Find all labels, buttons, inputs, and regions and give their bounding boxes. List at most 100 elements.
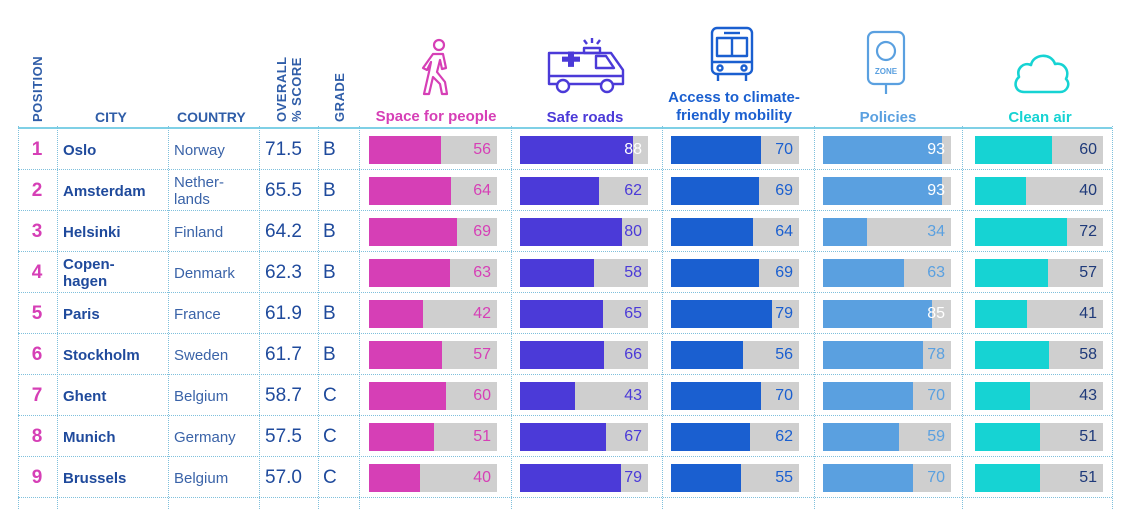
row-divider: [18, 251, 1112, 252]
bar-value-roads: 62: [624, 182, 642, 199]
bar-fill-roads: [520, 177, 600, 205]
grade-header: GRADE: [332, 72, 347, 122]
bar-mobility: 70: [671, 382, 799, 410]
bar-value-mobility: 56: [775, 346, 793, 363]
bar-value-space: 40: [473, 469, 491, 486]
category-label-space: Space for people: [375, 108, 497, 125]
bar-value-space: 51: [473, 428, 491, 445]
bar-fill-policies: [823, 464, 913, 492]
grade-cell: C: [323, 467, 337, 488]
country-cell-line2: lands: [174, 191, 210, 208]
bar-fill-air: [975, 423, 1041, 451]
column-divider: [168, 126, 169, 509]
bar-roads: 79: [520, 464, 648, 492]
bar-mobility: 62: [671, 423, 799, 451]
row-divider: [18, 333, 1112, 334]
column-divider: [57, 126, 58, 509]
score-header-line1: OVERALL: [274, 56, 289, 122]
category-label-roads: Safe roads: [546, 109, 624, 126]
city-cell: Brussels: [63, 470, 127, 487]
grade-cell: C: [323, 385, 337, 406]
bar-value-policies: 34: [927, 223, 945, 240]
bar-mobility: 79: [671, 300, 799, 328]
bar-value-roads: 80: [624, 223, 642, 240]
bar-fill-policies: [823, 341, 923, 369]
city-header: CITY: [95, 109, 127, 125]
bar-value-air: 72: [1079, 223, 1097, 240]
bar-value-roads: 43: [624, 387, 642, 404]
score-cell: 61.9: [265, 303, 302, 324]
bar-air: 40: [975, 177, 1103, 205]
bar-fill-policies: [823, 300, 932, 328]
bar-fill-roads: [520, 341, 605, 369]
bar-value-policies: 70: [927, 387, 945, 404]
score-cell: 57.5: [265, 426, 302, 447]
row-divider: [18, 210, 1112, 211]
grade-cell: B: [323, 139, 336, 160]
bar-value-air: 57: [1079, 264, 1097, 281]
bar-fill-mobility: [671, 464, 742, 492]
bar-fill-air: [975, 218, 1068, 246]
bar-value-roads: 88: [624, 141, 642, 158]
bar-fill-mobility: [671, 341, 743, 369]
row-divider: [18, 169, 1112, 170]
bar-fill-space: [369, 382, 446, 410]
grade-cell: B: [323, 344, 336, 365]
country-cell: Denmark: [174, 265, 235, 282]
bar-fill-policies: [823, 177, 943, 205]
bar-fill-roads: [520, 259, 595, 287]
bar-fill-roads: [520, 136, 633, 164]
bar-air: 58: [975, 341, 1103, 369]
bar-fill-space: [369, 341, 442, 369]
bar-fill-policies: [823, 218, 867, 246]
bar-air: 51: [975, 423, 1103, 451]
bar-fill-mobility: [671, 382, 761, 410]
bus-icon: [710, 26, 754, 81]
row-divider: [18, 456, 1112, 457]
city-cell-line2: hagen: [63, 273, 108, 290]
bar-air: 57: [975, 259, 1103, 287]
score-cell: 57.0: [265, 467, 302, 488]
bar-fill-space: [369, 300, 423, 328]
bar-value-mobility: 79: [775, 305, 793, 322]
bar-policies: 93: [823, 177, 951, 205]
country-cell: Belgium: [174, 470, 229, 487]
table-row: 9 Brussels Belgium 57.0 C 40 79 55 70 51: [0, 458, 1132, 499]
country-cell: Nether-: [174, 174, 225, 191]
position-cell: 4: [31, 262, 43, 283]
row-divider: [18, 415, 1112, 416]
bar-fill-mobility: [671, 177, 760, 205]
bar-value-mobility: 70: [775, 141, 793, 158]
position-cell: 2: [31, 180, 43, 201]
bar-fill-roads: [520, 300, 604, 328]
bar-roads: 43: [520, 382, 648, 410]
bar-roads: 80: [520, 218, 648, 246]
bar-fill-space: [369, 218, 458, 246]
country-cell: Norway: [174, 142, 225, 159]
position-header: POSITION: [30, 55, 45, 122]
bar-fill-roads: [520, 423, 606, 451]
city-cell: Amsterdam: [63, 183, 146, 200]
bar-value-air: 43: [1079, 387, 1097, 404]
bar-space: 63: [369, 259, 497, 287]
row-divider: [18, 497, 1112, 498]
bar-space: 60: [369, 382, 497, 410]
column-divider: [359, 126, 360, 509]
grade-cell: B: [323, 221, 336, 242]
column-divider: [1112, 126, 1113, 509]
bar-value-roads: 66: [624, 346, 642, 363]
table-row: 8 Munich Germany 57.5 C 51 67 62 59 51: [0, 417, 1132, 458]
row-divider: [18, 292, 1112, 293]
bar-mobility: 69: [671, 177, 799, 205]
bar-mobility: 70: [671, 136, 799, 164]
city-cell: Munich: [63, 429, 116, 446]
bar-value-space: 42: [473, 305, 491, 322]
bar-policies: 70: [823, 464, 951, 492]
zone-sign-text: ZONE: [875, 67, 898, 76]
bar-policies: 34: [823, 218, 951, 246]
bar-space: 51: [369, 423, 497, 451]
position-cell: 1: [31, 139, 43, 160]
bar-value-policies: 70: [927, 469, 945, 486]
bar-fill-policies: [823, 136, 943, 164]
city-cell: Stockholm: [63, 347, 140, 364]
